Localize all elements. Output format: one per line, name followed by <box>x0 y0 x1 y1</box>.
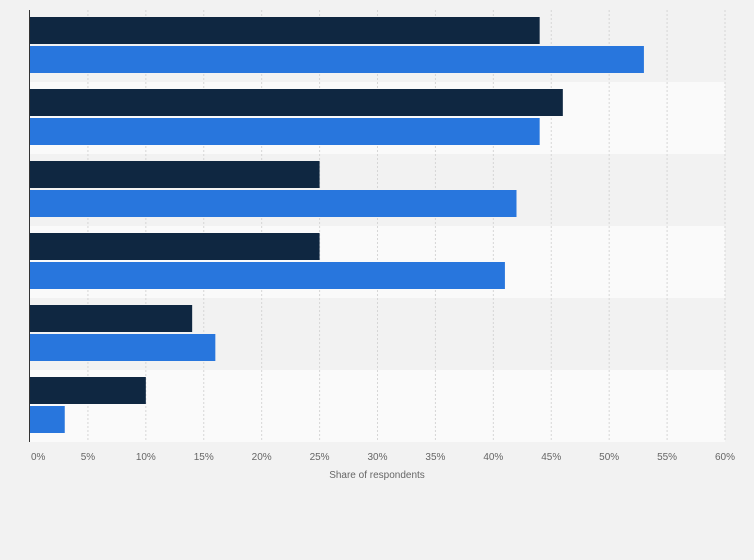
x-tick-label: 35% <box>425 452 445 463</box>
gridlines <box>87 10 726 442</box>
x-tick-label: 0% <box>31 452 46 463</box>
x-tick-label: 30% <box>367 452 387 463</box>
bar <box>30 118 540 145</box>
x-tick-label: 15% <box>194 452 214 463</box>
x-tick-label: 25% <box>310 452 330 463</box>
bar <box>30 305 193 332</box>
bar <box>30 334 216 361</box>
x-tick-label: 60% <box>715 452 735 463</box>
x-tick-label: 55% <box>657 452 677 463</box>
bar <box>30 161 320 188</box>
x-tick-label: 5% <box>81 452 96 463</box>
bar <box>30 406 65 433</box>
bar <box>30 262 505 289</box>
x-tick-label: 10% <box>136 452 156 463</box>
x-tick-labels: 0% 5% 10% 15% 20% 25% 30% 35% 40% 45% 50% 55% 60% <box>31 452 735 463</box>
x-axis-title: Share of respondents <box>329 470 425 481</box>
bars <box>30 17 644 433</box>
x-tick-label: 45% <box>541 452 561 463</box>
x-tick-label: 20% <box>252 452 272 463</box>
bar <box>30 190 517 217</box>
bar <box>30 17 540 44</box>
bar <box>30 233 320 260</box>
bar <box>30 46 644 73</box>
bar <box>30 89 563 116</box>
bar <box>30 377 146 404</box>
x-tick-label: 50% <box>599 452 619 463</box>
x-tick-label: 40% <box>483 452 503 463</box>
